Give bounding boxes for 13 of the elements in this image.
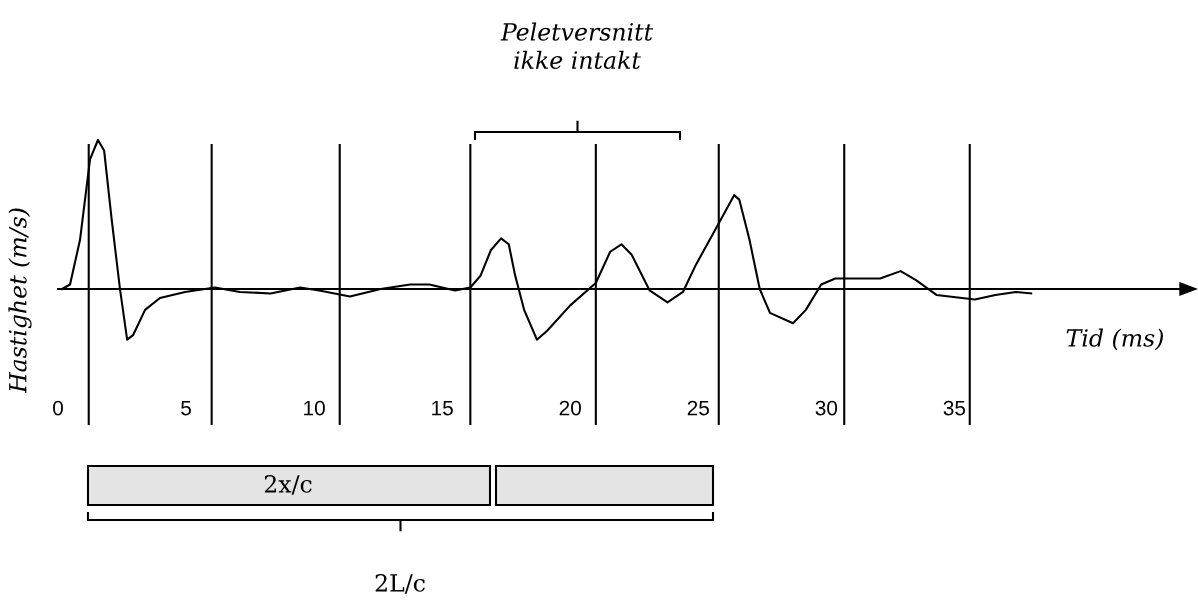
- text: Peletversnitt ikke intakt: [500, 22, 654, 69]
- x-tick-label: 10: [304, 400, 325, 416]
- x-axis-title: Tid (ms): [1066, 328, 1163, 351]
- text: 2L/c: [375, 573, 425, 594]
- x-tick-label: 15: [432, 400, 453, 416]
- x-tick-label: 30: [815, 400, 838, 416]
- text: 2x/c: [264, 474, 312, 495]
- x-tick-label: 20: [559, 400, 581, 416]
- x-tick-label: 0: [53, 400, 63, 416]
- x-tick-label: 25: [687, 400, 709, 416]
- x-tick-label: 35: [943, 400, 966, 416]
- x-tick-label: 5: [181, 400, 191, 416]
- y-axis-title: Hastighet (m/s): [8, 208, 32, 394]
